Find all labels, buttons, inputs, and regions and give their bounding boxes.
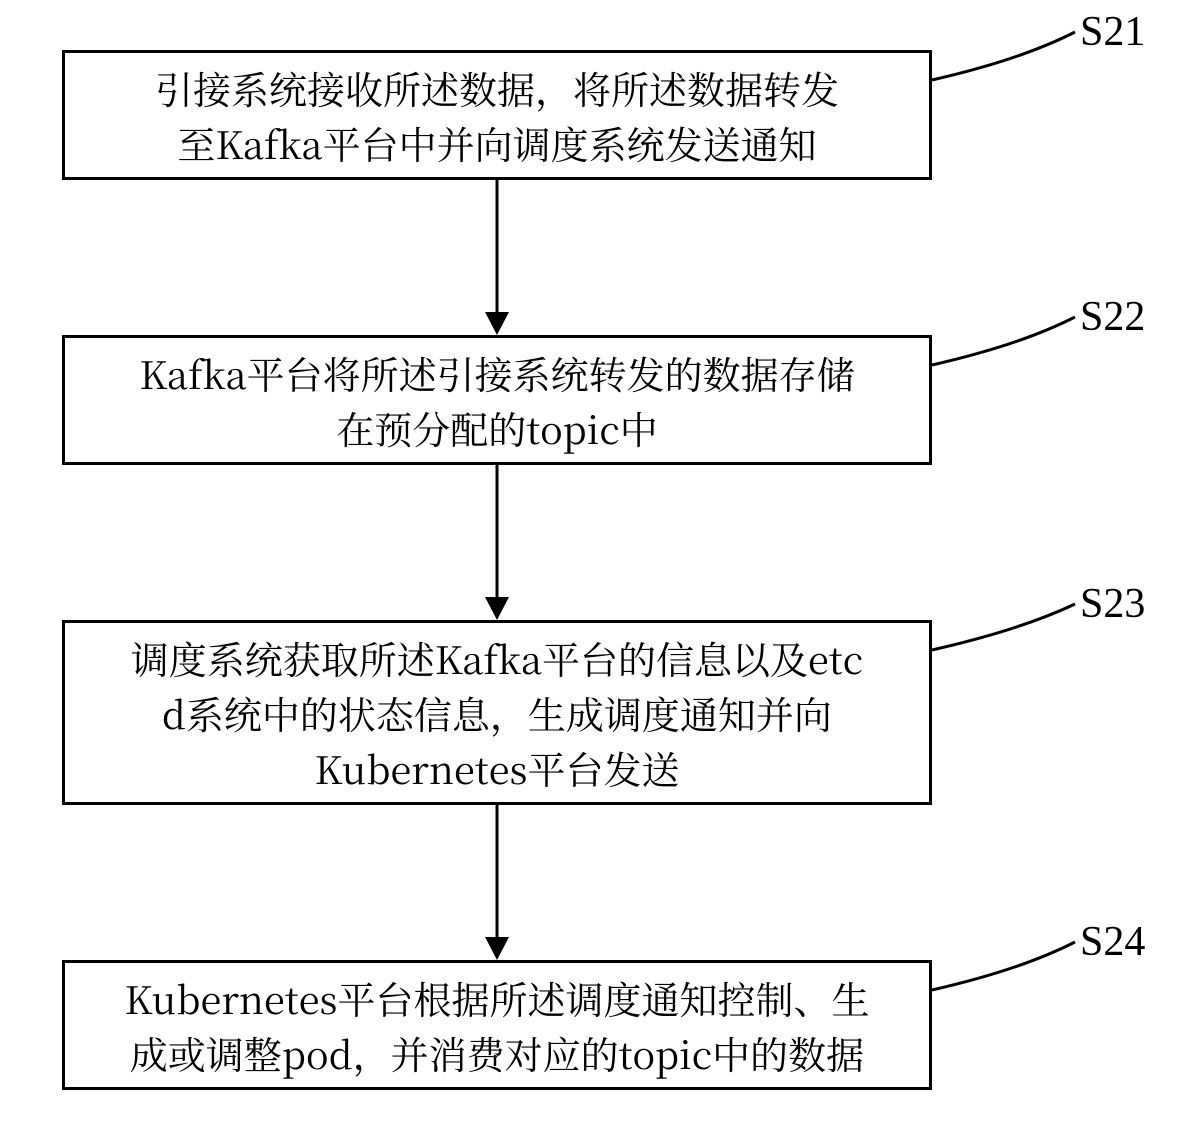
flowchart-canvas: 引接系统接收所述数据，将所述数据转发 至Kafka平台中并向调度系统发送通知 S… <box>0 0 1201 1128</box>
step-box-s21: 引接系统接收所述数据，将所述数据转发 至Kafka平台中并向调度系统发送通知 <box>62 50 932 180</box>
step-label-s23: S23 <box>1080 580 1145 628</box>
step-text-s24: Kubernetes平台根据所述调度通知控制、生 成或调整pod，并消费对应的t… <box>125 970 870 1080</box>
step-box-s22: Kafka平台将所述引接系统转发的数据存储 在预分配的topic中 <box>62 335 932 465</box>
step-label-s24: S24 <box>1080 918 1145 966</box>
step-text-s21: 引接系统接收所述数据，将所述数据转发 至Kafka平台中并向调度系统发送通知 <box>155 60 839 170</box>
step-text-s22: Kafka平台将所述引接系统转发的数据存储 在预分配的topic中 <box>139 345 854 455</box>
step-text-s23: 调度系统获取所述Kafka平台的信息以及etc d系统中的状态信息，生成调度通知… <box>131 630 863 795</box>
step-box-s23: 调度系统获取所述Kafka平台的信息以及etc d系统中的状态信息，生成调度通知… <box>62 620 932 805</box>
step-box-s24: Kubernetes平台根据所述调度通知控制、生 成或调整pod，并消费对应的t… <box>62 960 932 1090</box>
step-label-s21: S21 <box>1080 8 1145 56</box>
step-label-s22: S22 <box>1080 293 1145 341</box>
